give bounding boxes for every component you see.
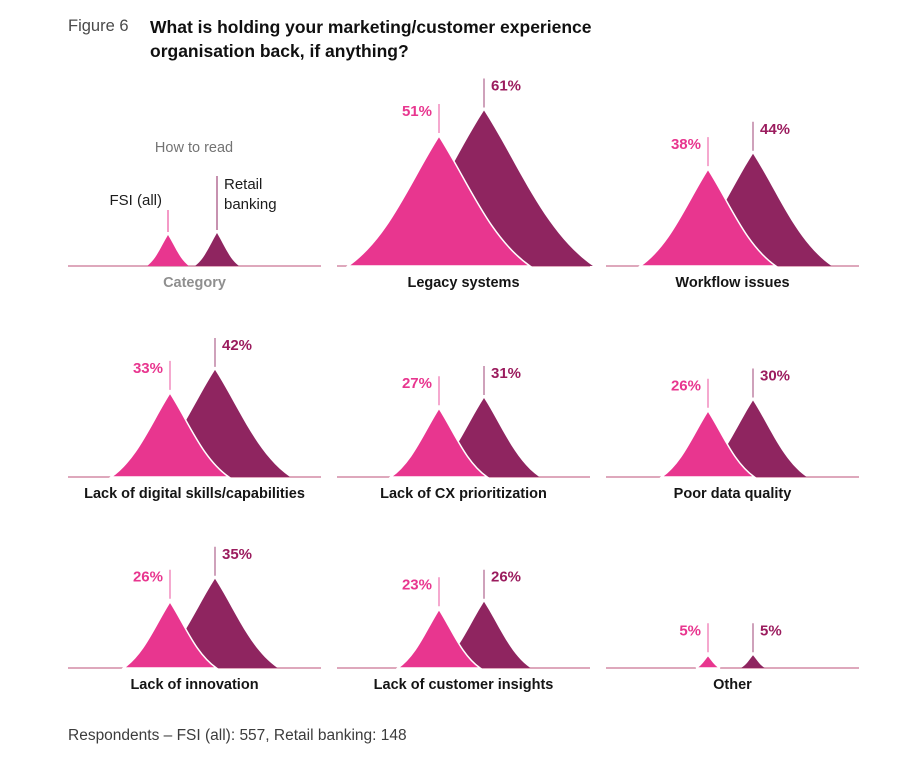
legend-axis-label: Category	[163, 275, 226, 292]
legend-retail-label-line2: banking	[224, 196, 277, 213]
peak-chart-svg: 51% 61%	[337, 78, 593, 268]
chart-cell-lack-of-innovation: 26% 35% Lack of innovation	[68, 528, 321, 697]
chart-cell-cx-prioritization: 27% 31% Lack of CX prioritization	[337, 337, 590, 506]
chart-row-2: 33% 42% Lack of digital skills/capabiliti…	[68, 337, 870, 506]
category-label: Lack of innovation	[130, 677, 259, 694]
retail-value-label: 26%	[491, 569, 521, 586]
fsi-all-peak	[659, 409, 757, 479]
legend-fsi-peak	[147, 235, 189, 267]
retail-value-label: 35%	[222, 546, 252, 563]
figure-6-page: Figure 6 What is holding your marketing/…	[68, 15, 870, 745]
chart-digital-skills: 33% 42%	[68, 337, 321, 479]
fsi-all-peak	[108, 391, 232, 479]
retail-value-label: 30%	[760, 368, 790, 385]
peak-chart-svg: 27% 31%	[337, 365, 590, 479]
fsi-value-label: 26%	[671, 378, 701, 395]
chart-lack-of-innovation: 26% 35%	[68, 528, 321, 670]
peak-chart-svg: 33% 42%	[68, 337, 321, 479]
chart-cell-poor-data-quality: 26% 30% Poor data quality	[606, 337, 859, 506]
respondents-note: Respondents – FSI (all): 557, Retail ban…	[68, 727, 407, 745]
retail-banking-peak	[741, 655, 765, 669]
chart-cell-digital-skills: 33% 42% Lack of digital skills/capabiliti…	[68, 337, 321, 506]
chart-row-1: How to read FSI (all) Retail banking Cat…	[68, 76, 870, 295]
chart-cell-legacy-systems: 51% 61% Legacy systems	[337, 76, 593, 295]
chart-workflow-issues: 38% 44%	[606, 76, 859, 268]
chart-cell-other: 5% 5% Other	[606, 528, 859, 697]
fsi-value-label: 27%	[402, 375, 432, 392]
category-label: Poor data quality	[673, 486, 792, 503]
category-label: Lack of digital skills/capabilities	[84, 486, 305, 503]
chart-cell-customer-insights: 23% 26% Lack of customer insights	[337, 528, 590, 697]
fsi-all-peak	[695, 654, 721, 670]
how-to-read-diagram: How to read FSI (all) Retail banking	[68, 140, 321, 267]
category-label: Lack of CX prioritization	[380, 486, 547, 503]
fsi-all-peak	[388, 407, 490, 479]
legend-retail-peak	[195, 233, 239, 267]
fsi-value-label: 23%	[402, 577, 432, 594]
figure-label: Figure 6	[68, 17, 129, 35]
chart-cx-prioritization: 27% 31%	[337, 337, 590, 479]
peak-chart-svg: 23% 26%	[337, 569, 590, 670]
figure-header: Figure 6 What is holding your marketing/…	[68, 15, 870, 63]
retail-value-label: 61%	[491, 78, 521, 95]
retail-value-label: 31%	[491, 365, 521, 382]
legend-cell: How to read FSI (all) Retail banking Cat…	[68, 76, 321, 295]
fsi-all-peak	[345, 134, 533, 268]
chart-customer-insights: 23% 26%	[337, 528, 590, 670]
chart-cell-workflow-issues: 38% 44% Workflow issues	[606, 76, 859, 295]
legend-retail-label-line1: Retail	[224, 176, 262, 193]
legend-heading: How to read	[155, 140, 233, 156]
chart-row-3: 26% 35% Lack of innovation 23% 26% Lack of…	[68, 528, 870, 697]
figure-title: What is holding your marketing/customer …	[150, 17, 592, 62]
category-label: Other	[713, 677, 752, 694]
peak-chart-svg: 26% 35%	[68, 546, 321, 670]
fsi-value-label: 38%	[671, 136, 701, 153]
fsi-value-label: 5%	[679, 623, 701, 640]
chart-legacy-systems: 51% 61%	[337, 76, 593, 268]
fsi-value-label: 33%	[133, 360, 163, 377]
peak-chart-svg: 26% 30%	[606, 368, 859, 479]
fsi-all-peak	[637, 167, 779, 268]
peak-chart-svg: 38% 44%	[606, 121, 859, 268]
fsi-value-label: 26%	[133, 569, 163, 586]
category-label: Lack of customer insights	[373, 677, 554, 694]
chart-poor-data-quality: 26% 30%	[606, 337, 859, 479]
chart-other: 5% 5%	[606, 528, 859, 670]
retail-value-label: 42%	[222, 337, 252, 354]
category-label: Legacy systems	[407, 275, 520, 292]
legend-fsi-label: FSI (all)	[110, 192, 163, 209]
retail-value-label: 44%	[760, 121, 790, 138]
fsi-all-peak	[395, 608, 483, 670]
peak-chart-svg: 5% 5%	[606, 623, 859, 670]
category-label: Workflow issues	[675, 275, 790, 292]
fsi-value-label: 51%	[402, 103, 432, 120]
retail-value-label: 5%	[760, 623, 782, 640]
fsi-all-peak	[121, 600, 219, 670]
